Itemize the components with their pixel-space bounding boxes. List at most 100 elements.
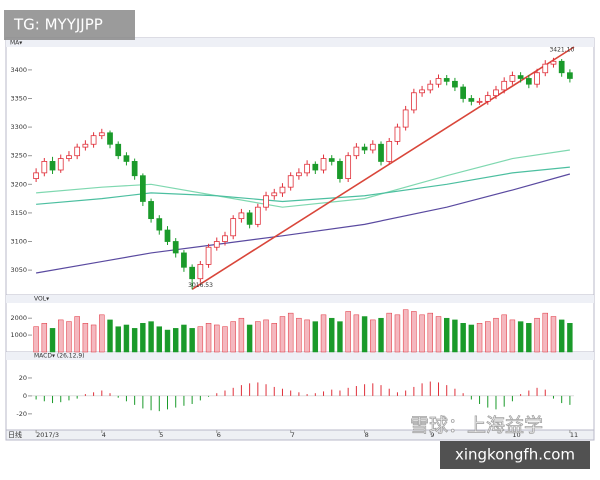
bar xyxy=(134,395,136,405)
bar xyxy=(479,395,481,404)
candle-body xyxy=(263,195,269,208)
y-tick-label: 2000 xyxy=(10,314,27,322)
candle-body xyxy=(148,201,154,220)
bar xyxy=(107,319,113,353)
y-tick-label: 3200 xyxy=(10,180,27,188)
bar xyxy=(320,314,327,353)
bar xyxy=(446,385,448,396)
candle-body xyxy=(378,143,384,162)
candle-body xyxy=(468,98,475,102)
candle-body xyxy=(542,63,549,74)
candle-body xyxy=(230,218,237,237)
candle-body xyxy=(328,158,335,162)
candle-body xyxy=(238,212,245,220)
candle-body xyxy=(254,206,261,225)
bar xyxy=(58,319,64,353)
bar xyxy=(216,393,218,396)
bar xyxy=(296,317,302,353)
bar xyxy=(411,311,417,353)
candle-body xyxy=(213,241,220,248)
bar xyxy=(101,390,103,396)
candle-body xyxy=(476,100,483,103)
bar xyxy=(468,324,475,353)
candle-body xyxy=(410,92,417,111)
bar xyxy=(339,390,341,396)
candle-body xyxy=(509,75,516,82)
bar xyxy=(405,390,407,396)
candle-body xyxy=(320,158,327,171)
watermark-box xyxy=(440,441,590,469)
bar xyxy=(347,387,349,396)
bar xyxy=(419,314,425,353)
bar xyxy=(462,393,464,396)
candle-body xyxy=(271,192,278,197)
bar xyxy=(501,314,507,353)
bar xyxy=(544,389,546,396)
bar xyxy=(93,392,95,396)
bar xyxy=(240,385,242,396)
bar xyxy=(487,395,489,408)
bar xyxy=(528,390,530,396)
y-tick-label: 3100 xyxy=(10,238,27,246)
candle-body xyxy=(567,72,573,79)
candle-body xyxy=(534,72,540,85)
bar xyxy=(123,324,130,353)
bar xyxy=(84,394,86,396)
bar xyxy=(290,390,292,396)
bar xyxy=(380,385,382,396)
y-tick-label: 1000 xyxy=(10,331,27,339)
bar xyxy=(41,323,48,353)
candle-body xyxy=(107,132,113,145)
bar xyxy=(536,387,538,396)
candle-body xyxy=(452,80,458,88)
candle-body xyxy=(402,109,409,128)
candle-body xyxy=(525,78,532,85)
bar xyxy=(205,323,212,353)
bar xyxy=(52,395,54,404)
bar xyxy=(323,391,325,396)
candle-body xyxy=(164,229,171,242)
bar xyxy=(427,312,434,353)
bar xyxy=(372,383,374,396)
candle-body xyxy=(90,135,97,145)
bar xyxy=(164,329,171,353)
candle-body xyxy=(460,86,467,99)
candle-body xyxy=(558,60,565,74)
panel-label: MACD▾ (26,12,9) xyxy=(34,353,85,360)
panel-label: MA▾ xyxy=(10,40,22,47)
candle-body xyxy=(189,266,196,280)
bar xyxy=(115,326,121,353)
bar xyxy=(353,314,360,353)
bar xyxy=(495,395,497,410)
candle-body xyxy=(419,89,425,94)
candle-body xyxy=(337,161,343,179)
candle-body xyxy=(123,155,130,162)
bar xyxy=(189,328,195,353)
x-tick-label: 8 xyxy=(365,431,369,439)
bar xyxy=(345,311,351,353)
bar xyxy=(279,316,286,353)
bar xyxy=(255,321,261,353)
candle-body xyxy=(435,78,442,85)
bar xyxy=(364,384,366,396)
x-tick-label: 10 xyxy=(512,431,520,439)
bar xyxy=(337,321,343,353)
bar xyxy=(230,321,236,353)
bar xyxy=(183,395,185,406)
bar xyxy=(33,326,39,353)
x-tick-label: 5 xyxy=(159,431,163,439)
bar xyxy=(158,395,160,412)
y-tick-label: 3350 xyxy=(10,94,27,102)
x-tick-label: 7 xyxy=(291,431,295,439)
bar xyxy=(493,317,499,353)
bar xyxy=(82,323,89,353)
period-label: 日线 xyxy=(8,430,22,439)
volume-header xyxy=(6,295,594,303)
bar xyxy=(331,389,333,396)
candle-body xyxy=(246,212,253,225)
bar xyxy=(394,314,401,353)
bar xyxy=(534,317,540,353)
bar xyxy=(214,324,220,353)
y-tick-label: 20 xyxy=(19,374,27,382)
